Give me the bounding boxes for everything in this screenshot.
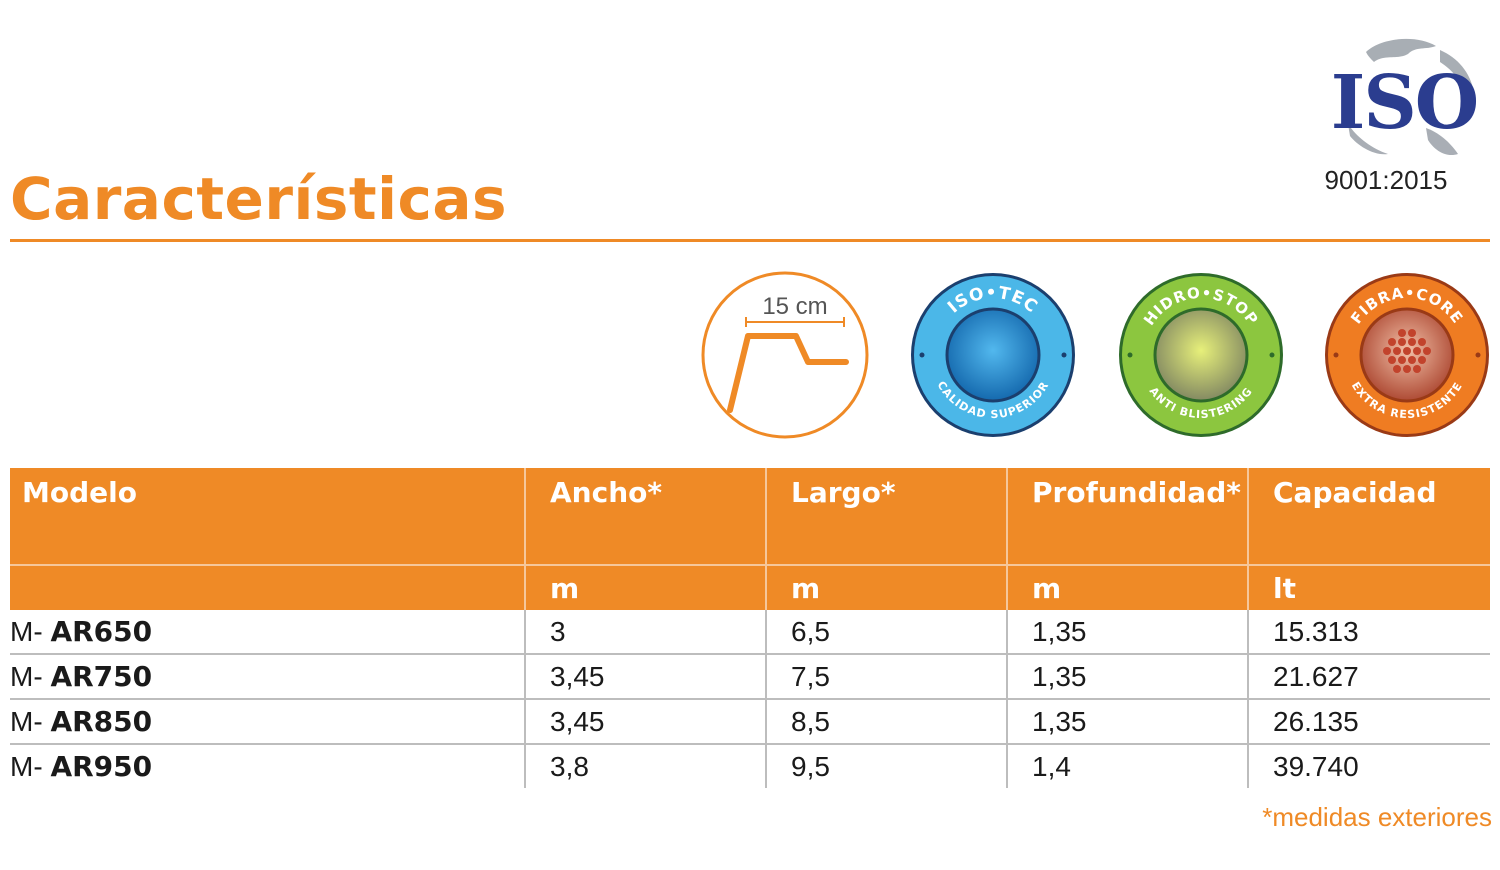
edge-diagram-badge: 15 cm — [701, 271, 869, 439]
iso-tec-badge: ISO•TEC CALIDAD SUPERIOR — [911, 273, 1075, 437]
table-row: M- AR750 3,45 7,5 1,35 21.627 — [10, 654, 1490, 700]
pool-edge-profile-icon — [727, 333, 849, 413]
table-row: M- AR650 3 6,5 1,35 15.313 — [10, 610, 1490, 655]
profundidad-cell: 1,35 — [1006, 654, 1248, 700]
model-code: AR650 — [50, 615, 153, 648]
model-prefix: M- — [10, 616, 51, 647]
iso-standard-code: 9001:2015 — [1324, 165, 1448, 195]
column-header-largo: Largo* — [765, 468, 1007, 565]
column-header-modelo: Modelo — [10, 468, 525, 565]
unit-largo: m — [765, 564, 1007, 610]
fibra-core-badge: FIBRA•CORE EXTRA RESISTENTE — [1325, 273, 1489, 437]
model-cell: M- AR850 — [10, 699, 525, 745]
profundidad-cell: 1,4 — [1006, 744, 1248, 788]
profundidad-cell: 1,35 — [1006, 610, 1248, 655]
hidro-stop-badge: HIDRO•STOP ANTI BLISTERING — [1119, 273, 1283, 437]
globe-icon — [1348, 38, 1474, 156]
unit-modelo — [10, 564, 525, 610]
model-cell: M- AR750 — [10, 654, 525, 700]
ancho-cell: 3,45 — [524, 654, 766, 700]
ancho-cell: 3 — [524, 610, 766, 655]
profundidad-cell: 1,35 — [1006, 699, 1248, 745]
largo-cell: 9,5 — [765, 744, 1007, 788]
model-prefix: M- — [10, 661, 51, 692]
largo-cell: 7,5 — [765, 654, 1007, 700]
largo-cell: 6,5 — [765, 610, 1007, 655]
column-header-capacidad: Capacidad — [1247, 468, 1490, 565]
fiber-mesh-icon — [1383, 329, 1431, 373]
model-code: AR950 — [50, 750, 153, 783]
ancho-cell: 3,45 — [524, 699, 766, 745]
footnote: *medidas exteriores — [1262, 802, 1492, 832]
unit-ancho: m — [524, 564, 766, 610]
capacidad-cell: 26.135 — [1247, 699, 1490, 745]
table-units-row: m m m lt — [10, 564, 1490, 610]
capacidad-cell: 15.313 — [1247, 610, 1490, 655]
model-cell: M- AR650 — [10, 610, 525, 655]
model-prefix: M- — [10, 706, 51, 737]
column-header-profundidad: Profundidad* — [1006, 468, 1248, 565]
largo-cell: 8,5 — [765, 699, 1007, 745]
title-divider — [10, 239, 1490, 242]
unit-profundidad: m — [1006, 564, 1248, 610]
page-title: Características — [10, 165, 508, 233]
iso-wordmark: ISO — [1331, 60, 1478, 146]
unit-capacidad: lt — [1247, 564, 1490, 610]
table-row: M- AR850 3,45 8,5 1,35 26.135 — [10, 699, 1490, 745]
column-header-ancho: Ancho* — [524, 468, 766, 565]
ancho-cell: 3,8 — [524, 744, 766, 788]
model-cell: M- AR950 — [10, 744, 525, 788]
specs-table: Modelo Ancho* Largo* Profundidad* Capaci… — [10, 468, 1490, 788]
table-row: M- AR950 3,8 9,5 1,4 39.740 — [10, 744, 1490, 788]
model-code: AR750 — [50, 660, 153, 693]
model-prefix: M- — [10, 751, 51, 782]
dimension-line — [745, 317, 845, 327]
table-header-row: Modelo Ancho* Largo* Profundidad* Capaci… — [10, 468, 1490, 565]
iso-logo: ISO — [1331, 38, 1479, 156]
capacidad-cell: 21.627 — [1247, 654, 1490, 700]
capacidad-cell: 39.740 — [1247, 744, 1490, 788]
edge-width-label: 15 cm — [762, 293, 827, 320]
model-code: AR850 — [50, 705, 153, 738]
